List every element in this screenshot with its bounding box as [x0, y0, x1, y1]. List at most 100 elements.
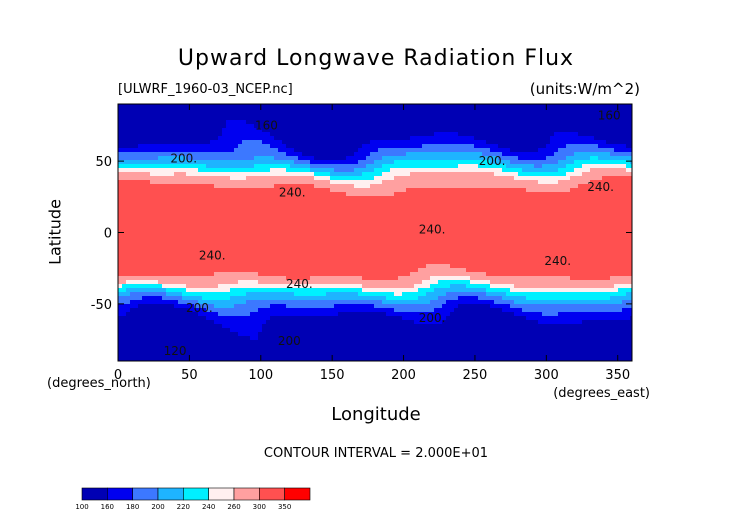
- field-cell: [314, 180, 319, 185]
- field-cell: [454, 156, 459, 161]
- field-cell: [386, 196, 391, 201]
- field-cell: [426, 132, 431, 137]
- field-cell: [450, 248, 455, 253]
- field-cell: [206, 148, 211, 153]
- field-cell: [562, 136, 567, 141]
- field-cell: [554, 160, 559, 165]
- field-cell: [366, 252, 371, 257]
- field-cell: [202, 204, 207, 209]
- field-cell: [566, 236, 571, 241]
- field-cell: [178, 240, 183, 245]
- field-cell: [542, 220, 547, 225]
- field-cell: [438, 156, 443, 161]
- field-cell: [434, 188, 439, 193]
- field-cell: [242, 132, 247, 137]
- field-cell: [266, 200, 271, 205]
- field-cell: [210, 248, 215, 253]
- field-cell: [390, 136, 395, 141]
- field-cell: [530, 212, 535, 217]
- field-cell: [170, 176, 175, 181]
- field-cell: [622, 232, 627, 237]
- field-cell: [346, 256, 351, 261]
- field-cell: [434, 256, 439, 261]
- field-cell: [230, 184, 235, 189]
- field-cell: [566, 112, 571, 117]
- field-cell: [470, 188, 475, 193]
- field-cell: [350, 204, 355, 209]
- field-cell: [406, 236, 411, 241]
- field-cell: [350, 236, 355, 241]
- field-cell: [122, 116, 127, 121]
- field-cell: [258, 172, 263, 177]
- field-cell: [538, 104, 543, 109]
- field-cell: [434, 132, 439, 137]
- field-cell: [478, 124, 483, 129]
- field-cell: [198, 244, 203, 249]
- field-cell: [582, 248, 587, 253]
- field-cell: [370, 192, 375, 197]
- field-cell: [590, 152, 595, 157]
- field-cell: [562, 192, 567, 197]
- field-cell: [618, 236, 623, 241]
- field-cell: [294, 256, 299, 261]
- field-cell: [182, 192, 187, 197]
- field-cell: [170, 160, 175, 165]
- field-cell: [154, 204, 159, 209]
- field-cell: [610, 160, 615, 165]
- field-cell: [442, 164, 447, 169]
- field-cell: [150, 220, 155, 225]
- field-cell: [294, 244, 299, 249]
- field-cell: [166, 192, 171, 197]
- field-cell: [166, 108, 171, 113]
- field-cell: [582, 220, 587, 225]
- field-cell: [482, 232, 487, 237]
- field-cell: [234, 236, 239, 241]
- field-cell: [534, 236, 539, 241]
- field-cell: [262, 224, 267, 229]
- field-cell: [618, 232, 623, 237]
- field-cell: [570, 196, 575, 201]
- field-cell: [150, 140, 155, 145]
- field-cell: [266, 204, 271, 209]
- field-cell: [186, 112, 191, 117]
- field-cell: [486, 200, 491, 205]
- field-cell: [598, 204, 603, 209]
- field-cell: [410, 168, 415, 173]
- field-cell: [502, 220, 507, 225]
- field-cell: [466, 232, 471, 237]
- field-cell: [274, 232, 279, 237]
- field-cell: [170, 144, 175, 149]
- field-cell: [202, 140, 207, 145]
- field-cell: [434, 180, 439, 185]
- field-cell: [582, 156, 587, 161]
- field-cell: [158, 172, 163, 177]
- field-cell: [578, 152, 583, 157]
- field-cell: [542, 244, 547, 249]
- field-cell: [438, 140, 443, 145]
- field-cell: [314, 212, 319, 217]
- field-cell: [250, 220, 255, 225]
- field-cell: [142, 236, 147, 241]
- field-cell: [466, 256, 471, 261]
- field-cell: [274, 200, 279, 205]
- field-cell: [462, 132, 467, 137]
- field-cell: [570, 168, 575, 173]
- field-cell: [418, 144, 423, 149]
- field-cell: [350, 228, 355, 233]
- field-cell: [262, 220, 267, 225]
- field-cell: [282, 196, 287, 201]
- field-cell: [382, 132, 387, 137]
- field-cell: [590, 192, 595, 197]
- field-cell: [346, 176, 351, 181]
- field-cell: [282, 148, 287, 153]
- field-cell: [302, 160, 307, 165]
- field-cell: [154, 148, 159, 153]
- field-cell: [498, 248, 503, 253]
- field-cell: [534, 252, 539, 257]
- field-cell: [386, 220, 391, 225]
- field-cell: [310, 144, 315, 149]
- field-cell: [242, 172, 247, 177]
- field-cell: [434, 196, 439, 201]
- field-cell: [402, 192, 407, 197]
- field-cell: [546, 204, 551, 209]
